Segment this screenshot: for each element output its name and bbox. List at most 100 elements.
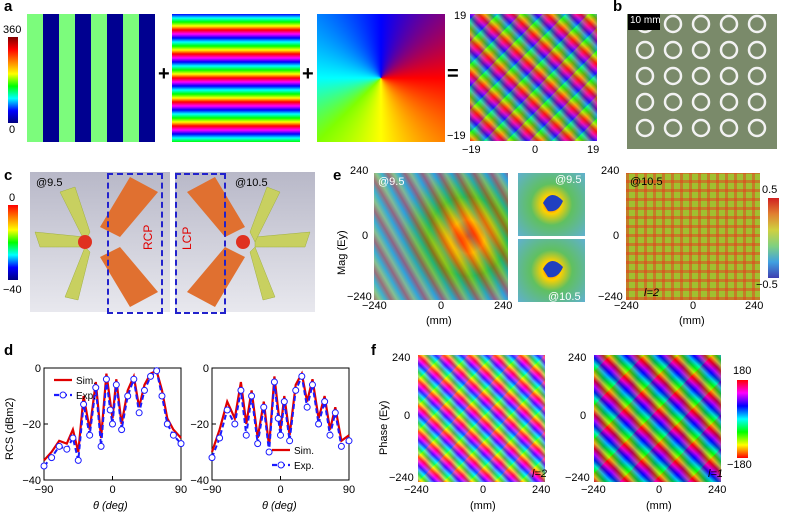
panel-label-a: a: [4, 0, 13, 15]
d-xlabel-left: θ (deg): [93, 500, 128, 512]
series-point-exp: [303, 403, 311, 411]
series-point-exp: [265, 448, 273, 456]
series-point-exp: [292, 386, 300, 394]
axis-a-xright: 19: [587, 144, 600, 156]
inset-vortex-top: [518, 173, 585, 236]
freq-label-e-right: @10.5: [630, 176, 663, 188]
e-xleft: −240: [362, 300, 387, 312]
l-label-f-right: l=1: [708, 468, 723, 480]
phase-map-right: [594, 355, 721, 482]
combined-phase-map: [470, 14, 597, 141]
series-point-exp: [124, 392, 132, 400]
y-tick-label: −40: [22, 475, 41, 487]
series-point-exp: [286, 437, 294, 445]
series-point-exp: [86, 431, 94, 439]
colorbar-c-max: 0: [9, 192, 16, 204]
series-point-exp: [254, 440, 262, 448]
series-point-exp: [92, 384, 100, 392]
legend-marker: [59, 391, 67, 399]
f2-xmid: 0: [656, 484, 663, 496]
rcp-label: RCP: [141, 224, 155, 250]
e2-xlabel: (mm): [679, 315, 705, 327]
colorbar-f-max: 180: [733, 365, 752, 377]
series-point-exp: [63, 445, 71, 453]
series-point-exp: [140, 386, 148, 394]
series-point-exp: [208, 454, 216, 462]
series-point-exp: [260, 403, 268, 411]
d-ylabel: RCS (dBm2): [4, 397, 16, 460]
e-ylabel: Mag (Ey): [336, 230, 348, 275]
y-tick-label: −40: [190, 475, 209, 487]
colorbar-f-min: −180: [727, 459, 752, 471]
magnitude-map-right: [626, 173, 760, 300]
axis-a-ybottom: −19: [447, 130, 466, 142]
series-point-exp: [277, 431, 284, 439]
e2-ytop: 240: [601, 165, 620, 177]
f-ymid: 0: [404, 410, 411, 422]
y-tick-label: −20: [190, 419, 209, 431]
x-tick-label: 90: [175, 484, 187, 496]
f-xmid: 0: [480, 484, 487, 496]
radiation-pattern-right: [175, 172, 315, 312]
series-point-exp: [248, 392, 256, 400]
plus-sign-1: +: [158, 63, 170, 85]
series-point-exp: [147, 372, 155, 380]
colorbar-e: [768, 198, 779, 278]
series-point-exp: [118, 426, 126, 434]
series-point-exp: [109, 420, 116, 428]
series-point-exp: [112, 381, 120, 389]
series-point-exp: [337, 442, 345, 450]
x-tick-label: −90: [203, 484, 222, 496]
series-point-exp: [97, 442, 105, 450]
freq-label-e-left: @9.5: [378, 176, 405, 188]
f2-xlabel: (mm): [646, 500, 672, 512]
f-ytop: 240: [392, 352, 411, 364]
colorbar-e-min: −0.5: [756, 279, 778, 291]
e-xmid: 0: [438, 300, 445, 312]
series-point-exp: [163, 420, 171, 428]
axis-a-ytop: 19: [454, 10, 467, 22]
series-point-exp: [242, 431, 250, 439]
series-point-exp: [298, 372, 306, 380]
axis-a-xleft: −19: [462, 144, 481, 156]
series-point-exp: [331, 409, 339, 417]
lcp-highlight-box: [175, 173, 226, 314]
series-point-exp: [40, 462, 48, 470]
panel-label-b: b: [613, 0, 623, 15]
panel-label-c: c: [4, 167, 13, 184]
series-point-exp: [308, 381, 316, 389]
panel-label-f: f: [371, 342, 376, 359]
e-ybottom: −240: [347, 291, 372, 303]
azimuthal-phase-map: [317, 14, 445, 142]
series-point-exp: [274, 414, 282, 422]
e2-xmid: 0: [690, 300, 697, 312]
series-point-exp: [231, 420, 239, 428]
rcs-chart-right: 0 −20 −40−90 0 90 Sim. Exp.: [190, 363, 355, 496]
series-point-exp: [102, 375, 110, 383]
scale-bar: [628, 14, 660, 30]
y-tick-label: −20: [22, 419, 41, 431]
inset-vortex-bottom: [518, 239, 585, 302]
series-point-exp: [48, 454, 56, 462]
axis-a-xmid: 0: [532, 144, 539, 156]
radiation-pattern-left: [30, 172, 170, 312]
e-xlabel: (mm): [426, 315, 452, 327]
x-tick-label: −90: [35, 484, 54, 496]
legend-label: Exp.: [76, 391, 96, 402]
colorbar-e-max: 0.5: [762, 184, 778, 196]
e2-xleft: −240: [614, 300, 639, 312]
legend-label: Exp.: [294, 461, 314, 472]
colorbar-c: [8, 205, 18, 280]
equals-sign: =: [447, 63, 459, 85]
scale-bar-label: 10 mm: [630, 15, 661, 26]
lcp-label: LCP: [180, 226, 194, 250]
series-point-exp: [177, 440, 185, 448]
f2-xleft: −240: [581, 484, 606, 496]
f-xlabel: (mm): [470, 500, 496, 512]
inset-label-bottom: @10.5: [548, 291, 581, 303]
series-point-exp: [326, 431, 334, 439]
series-point-exp: [135, 409, 143, 417]
rcs-chart-left: 0 −20 −40−90 0 90 Sim. Exp.: [22, 363, 187, 496]
l-label-f-left: l=2: [532, 468, 547, 480]
legend-label: Sim.: [294, 446, 314, 457]
